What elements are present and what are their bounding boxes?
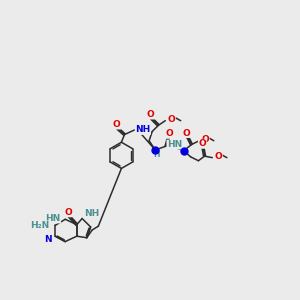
Text: O: O <box>214 152 222 161</box>
Text: HN: HN <box>45 214 61 223</box>
Text: O: O <box>198 139 206 148</box>
Text: N: N <box>44 235 52 244</box>
Text: H₂N: H₂N <box>30 221 49 230</box>
Text: O: O <box>165 129 173 138</box>
Text: O: O <box>183 128 191 137</box>
Text: H: H <box>154 150 160 159</box>
Text: O: O <box>113 120 121 129</box>
Text: NH: NH <box>84 209 99 218</box>
Text: NH: NH <box>135 125 151 134</box>
Text: O: O <box>147 110 154 119</box>
Text: O: O <box>168 116 176 124</box>
Text: O: O <box>202 136 209 145</box>
Text: HN: HN <box>167 140 182 149</box>
Text: O: O <box>64 208 72 217</box>
